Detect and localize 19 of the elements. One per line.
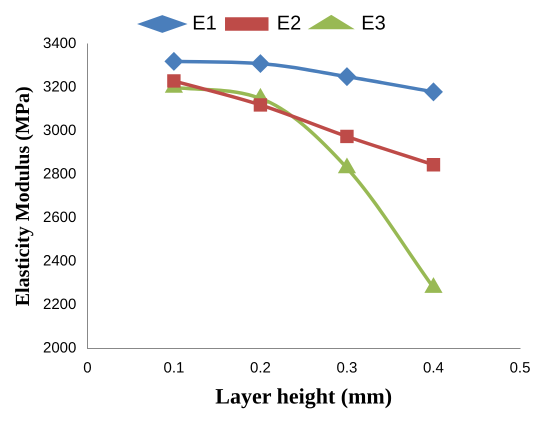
x-tick-label: 0.3: [336, 360, 358, 377]
legend-label: E2: [276, 12, 302, 35]
y-tick-label: 2000: [42, 340, 76, 357]
y-tick-label: 3000: [42, 122, 76, 140]
y-tick-label: 2400: [42, 252, 76, 270]
x-tick-label: 0.1: [163, 360, 184, 377]
y-tick-label: 2200: [42, 296, 76, 314]
legend-label: E1: [192, 12, 217, 35]
y-tick-label: 2600: [42, 209, 76, 226]
x-axis-title: Layer height (mm): [215, 383, 392, 408]
y-tick-label: 3200: [42, 78, 76, 96]
legend-label: E3: [361, 12, 386, 35]
y-axis-title: Elasticity Modulus (MPa): [12, 86, 34, 306]
y-tick-label: 3400: [42, 35, 76, 52]
x-tick-label: 0.2: [250, 360, 271, 377]
y-tick-label: 2800: [42, 166, 76, 183]
x-tick-label: 0: [83, 360, 92, 377]
x-tick-label: 0.5: [510, 360, 530, 377]
x-tick-label: 0.4: [423, 360, 444, 377]
